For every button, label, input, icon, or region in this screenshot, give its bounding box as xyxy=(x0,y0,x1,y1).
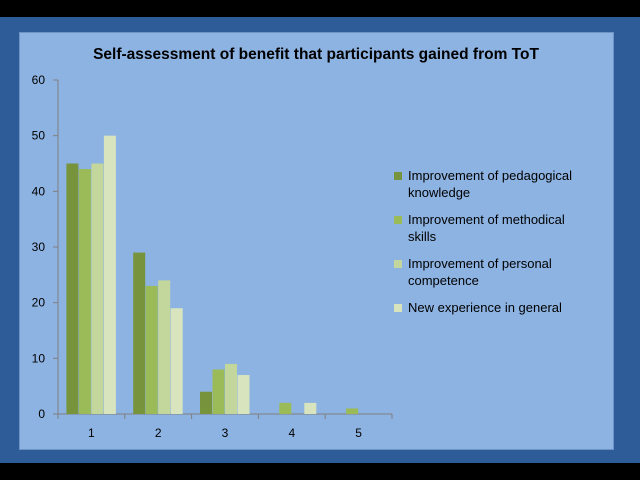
y-tick-label: 50 xyxy=(32,129,46,143)
bar xyxy=(66,163,79,414)
x-tick-label: 1 xyxy=(88,426,95,440)
legend-swatch xyxy=(394,260,402,268)
bars xyxy=(66,135,359,414)
legend-swatch xyxy=(394,172,402,180)
y-tick-label: 40 xyxy=(32,184,46,198)
legend-label: Improvement of personal competence xyxy=(408,256,552,288)
y-tick-label: 20 xyxy=(32,296,46,310)
y-tick-label: 0 xyxy=(38,407,45,421)
bar xyxy=(279,402,292,414)
legend-label: Improvement of methodical skills xyxy=(408,212,565,244)
bar xyxy=(237,375,250,414)
bar xyxy=(103,135,116,414)
x-tick-label: 2 xyxy=(155,426,162,440)
bar xyxy=(346,408,359,414)
y-tick-label: 60 xyxy=(32,73,46,87)
bar xyxy=(78,169,91,414)
legend-swatch xyxy=(394,304,402,312)
y-tick-label: 10 xyxy=(32,351,46,365)
chart-title: Self-assessment of benefit that particip… xyxy=(93,46,539,63)
chart-svg: Self-assessment of benefit that particip… xyxy=(32,46,573,440)
bar xyxy=(145,285,158,414)
x-tick-label: 3 xyxy=(222,426,229,440)
bar xyxy=(225,363,237,414)
bar xyxy=(304,402,317,414)
bar xyxy=(200,391,212,414)
y-tick-label: 30 xyxy=(32,240,46,254)
chart-area xyxy=(19,32,614,450)
x-tick-label: 5 xyxy=(355,426,362,440)
bar xyxy=(91,163,104,414)
legend-label: Improvement of pedagogical knowledge xyxy=(408,168,572,200)
bar xyxy=(158,280,171,414)
legend: Improvement of pedagogical knowledge Impro… xyxy=(394,168,572,315)
bar xyxy=(133,252,146,414)
bar xyxy=(170,308,183,414)
x-tick-label: 4 xyxy=(288,426,295,440)
slide-background: Self-assessment of benefit that particip… xyxy=(0,17,640,463)
bar xyxy=(212,369,225,414)
legend-label: New experience in general xyxy=(408,300,562,315)
legend-swatch xyxy=(394,216,402,224)
